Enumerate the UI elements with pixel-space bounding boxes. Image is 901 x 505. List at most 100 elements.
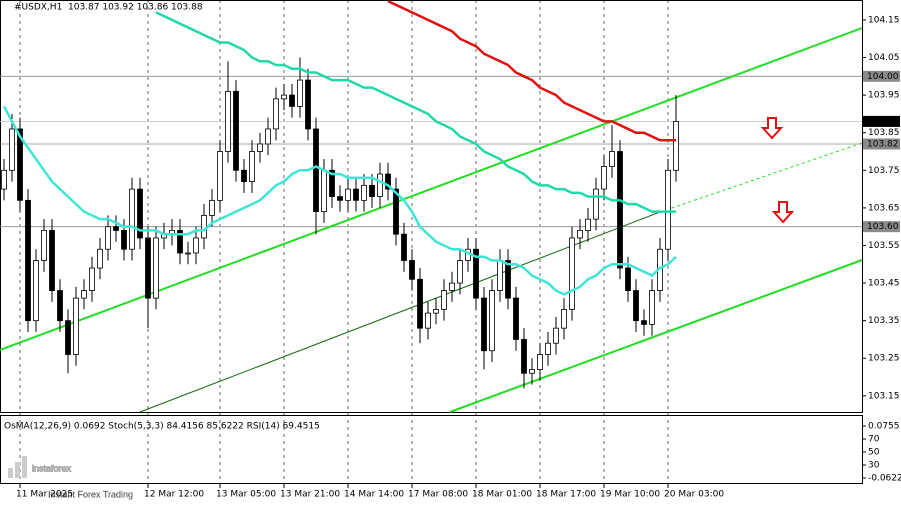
x-tick-label: 19 Mar 10:00: [600, 490, 660, 500]
symbol: #USDX,H1: [14, 3, 62, 13]
candle-body: [137, 188, 143, 239]
candle-body: [609, 151, 615, 167]
candle-body: [529, 369, 535, 374]
candle-body: [265, 128, 271, 145]
candle-body: [673, 121, 679, 171]
candle-body: [521, 339, 527, 374]
y-tick-label: 103.35: [868, 316, 900, 326]
candle-body: [57, 290, 63, 322]
current-price-box: [863, 115, 900, 127]
candle-body: [113, 226, 119, 231]
candle-body: [585, 218, 591, 231]
main-frame: [0, 0, 863, 413]
indicator-header: OsMA(12,26,9) 0.0692 Stoch(5,3,3) 84.415…: [4, 422, 320, 432]
candle-body: [313, 128, 319, 213]
x-tick-label: 11 Mar 2025: [16, 490, 73, 500]
candle-body: [633, 290, 639, 322]
candle-body: [177, 230, 183, 254]
indicator-tick-label: -0.0622: [868, 474, 901, 484]
candle-body: [561, 308, 567, 329]
x-tick-label: 13 Mar 05:00: [216, 490, 276, 500]
watermark: instaforex Instant Forex Trading: [8, 456, 133, 500]
candle-body: [41, 230, 47, 261]
candle-body: [577, 230, 583, 239]
candle-body: [449, 282, 455, 291]
candle-body: [617, 151, 623, 269]
indicator-tick-label: 50: [868, 448, 880, 458]
candle-body: [89, 267, 95, 291]
y-tick-label: 103.15: [868, 391, 900, 401]
plot: [1, 0, 679, 389]
price-label-box: [863, 70, 900, 82]
indicator-tick-label: 30: [868, 461, 880, 471]
time-separators: [0, 0, 862, 484]
moving-average: [155, 11, 676, 213]
candle-body: [305, 79, 311, 130]
current-price-label: 103.88: [867, 117, 899, 127]
ohlc-header: 103.87 103.92 103.86 103.88: [68, 3, 203, 13]
x-tick-label: 17 Mar 08:00: [408, 490, 468, 500]
candle-body: [641, 320, 647, 325]
candle-body: [297, 79, 303, 107]
candle-body: [257, 143, 263, 152]
candle-body: [281, 94, 287, 100]
y-tick-label: 103.85: [868, 128, 900, 138]
candle-body: [337, 196, 343, 201]
logo-bar: [22, 456, 27, 478]
candle-body: [121, 230, 127, 250]
watermark-logo: instaforex: [32, 463, 72, 473]
candle-body: [473, 248, 479, 299]
indicator-tick-label: 0.0755: [868, 422, 900, 432]
candle-body: [481, 297, 487, 352]
candle-body: [65, 320, 71, 355]
y-tick-label: 103.25: [868, 354, 900, 364]
candle-body: [377, 173, 383, 198]
candle-body: [489, 290, 495, 352]
candle-body: [105, 226, 111, 250]
indicator-tick-label: 70: [868, 435, 880, 445]
candle-body: [49, 230, 55, 291]
candle-body: [665, 169, 671, 250]
logo-bar: [15, 462, 20, 478]
candle-body: [537, 354, 543, 370]
candle-body: [9, 128, 15, 171]
candle-body: [505, 260, 511, 299]
candle-body: [545, 342, 551, 355]
y-tick-label: 103.55: [868, 241, 900, 251]
candle-body: [145, 237, 151, 299]
candle-body: [193, 237, 199, 254]
candle-body: [649, 290, 655, 325]
candle-body: [225, 90, 231, 152]
candle-body: [625, 267, 631, 291]
y-tick-label: 103.45: [868, 279, 900, 289]
candle-body: [601, 166, 607, 190]
candle-body: [25, 199, 31, 322]
candle-body: [33, 260, 39, 322]
candle-body: [97, 248, 103, 269]
candle-body: [329, 169, 335, 198]
candle-body: [1, 169, 7, 190]
moving-average: [387, 0, 676, 142]
candle-body: [433, 308, 439, 314]
watermark-tagline: Instant Forex Trading: [48, 489, 133, 499]
channel-lower: [449, 259, 863, 413]
price-label: 104.00: [867, 72, 899, 82]
x-tick-label: 18 Mar 17:00: [536, 490, 596, 500]
candle-body: [249, 151, 255, 182]
candle-body: [401, 233, 407, 261]
moving-average: [2, 105, 677, 296]
candle-body: [513, 297, 519, 340]
x-tick-label: 20 Mar 03:00: [664, 490, 724, 500]
candle-body: [369, 184, 375, 198]
candle-body: [209, 199, 215, 216]
candle-body: [409, 260, 415, 280]
candle-body: [417, 278, 423, 329]
candle-body: [553, 327, 559, 344]
candle-body: [321, 169, 327, 213]
x-tick-label: 14 Mar 14:00: [344, 490, 404, 500]
down-arrow: [760, 117, 784, 140]
candle-body: [353, 188, 359, 201]
candle-body: [217, 151, 223, 201]
x-tick-label: 12 Mar 12:00: [144, 490, 204, 500]
indicator-frame: [0, 415, 863, 484]
